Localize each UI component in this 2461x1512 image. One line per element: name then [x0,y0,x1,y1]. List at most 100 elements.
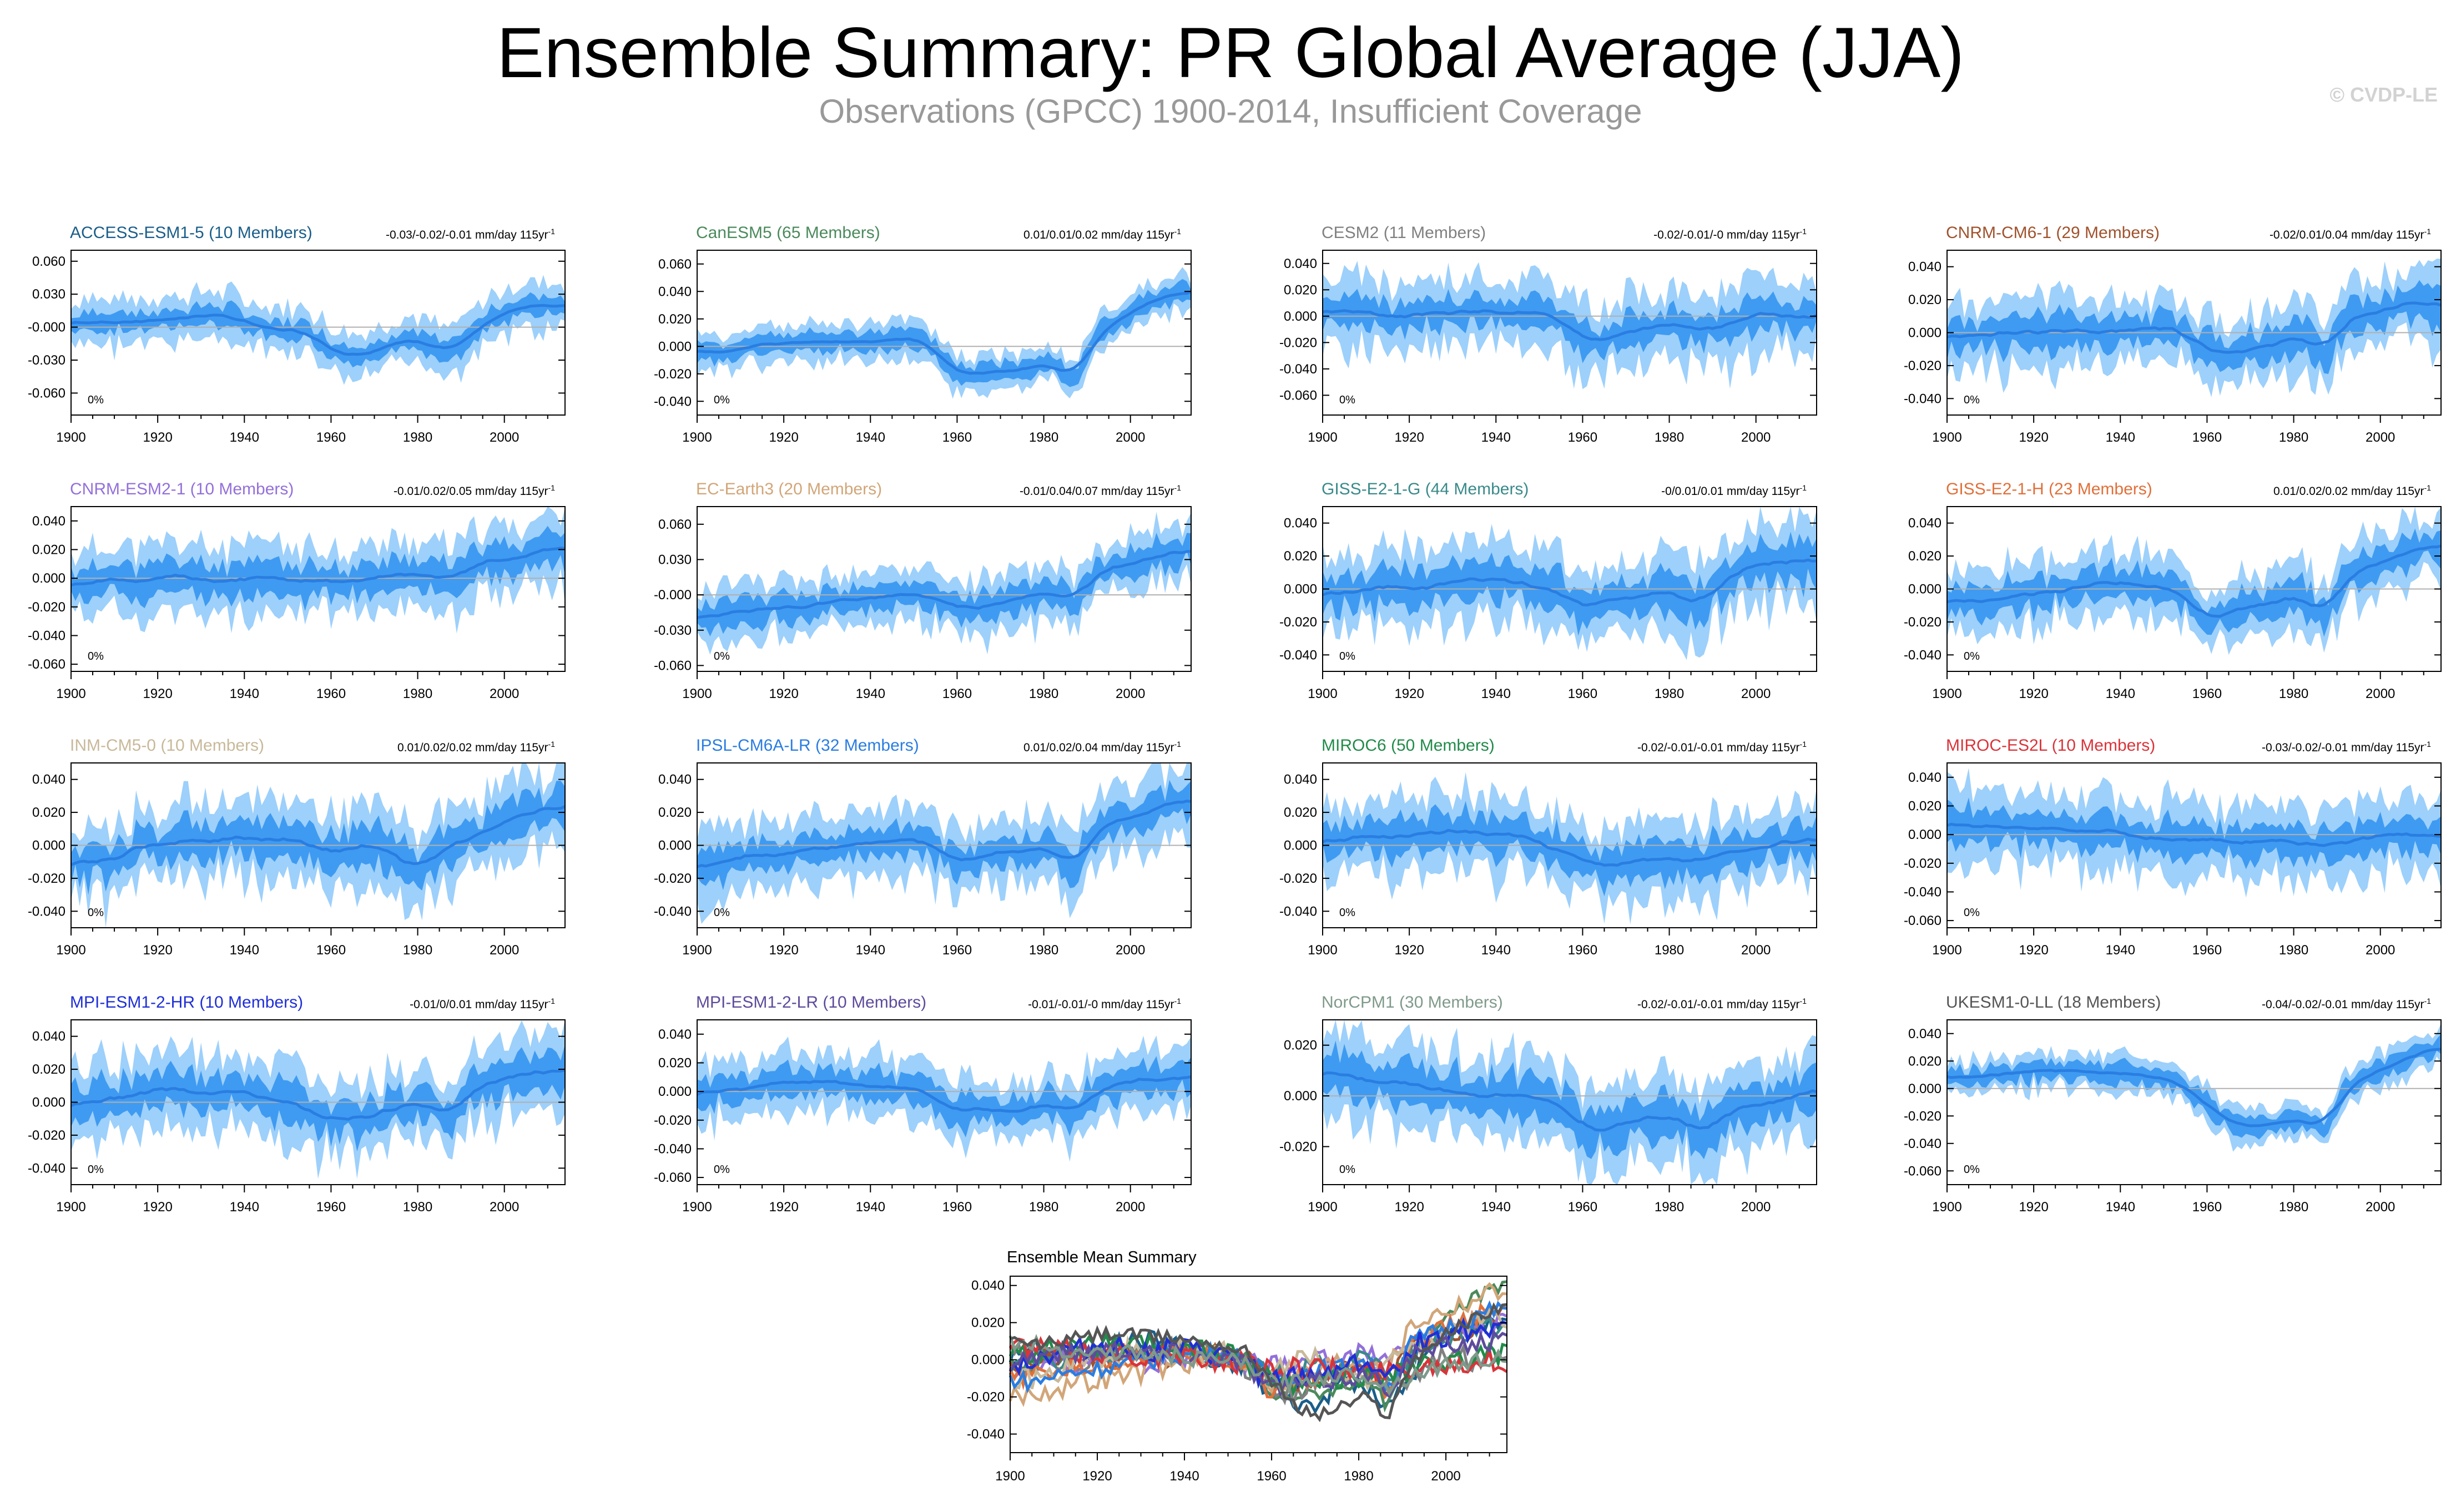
inner-spread-band [1323,532,1817,636]
y-tick-label: 0.040 [1908,770,1941,785]
y-tick-label: 0.020 [1908,549,1941,564]
x-tick-label: 1900 [1308,1200,1337,1215]
x-tick-label: 2000 [2366,943,2395,958]
plot-frame [1946,1019,2442,1185]
x-tick-label: 1920 [2019,686,2048,701]
panel-mpi-esm1-2-hr-10-members: MPI-ESM1-2-HR (10 Members) -0.01/0/0.01 m… [0,993,566,1226]
trend-label: 0.01/0.01/0.02 mm/day 115yr-1 [1023,227,1181,241]
x-tick-label: 2000 [1116,943,1145,958]
x-tick-label: 1940 [2106,943,2135,958]
plot-frame [1322,250,1817,416]
trend-label: 0.01/0.02/0.04 mm/day 115yr-1 [1023,740,1181,754]
inner-spread-band [697,533,1191,636]
inner-spread-band [1947,528,2441,637]
y-tick-label: -0.030 [654,623,692,638]
x-tick-label: 1960 [2192,1200,2222,1215]
ensemble-mean-line [1322,828,1817,867]
ensemble-mean-line [697,290,1192,375]
x-tick-label: 1900 [682,430,712,445]
panel-cnrm-esm2-1-10-members: CNRM-ESM2-1 (10 Members) -0.01/0.02/0.05 … [0,480,566,713]
panel-plot: 0.040 0.020 0.000 -0.020 -0.040 -0.060 1900 192… [1904,1019,2442,1215]
y-tick-label: 0.060 [658,257,692,272]
outer-spread-band [697,763,1191,924]
y-tick-label: 0.040 [1908,260,1941,275]
x-tick-label: 1940 [856,430,885,445]
panel-plot: 0.060 0.040 0.020 0.000 -0.020 -0.040 1900 1920… [654,250,1192,445]
y-tick-label: 0.040 [658,772,692,787]
panel-canesm5-65-members: CanESM5 (65 Members) 0.01/0.01/0.02 mm/da… [626,224,1192,457]
x-tick-label: 1920 [2019,430,2048,445]
y-tick-label: -0.020 [28,1128,65,1143]
x-tick-label: 1980 [2279,686,2308,701]
panel-title: GISS-E2-1-H (23 Members) [1946,480,2152,498]
y-tick-label: 0.040 [32,772,65,787]
x-tick-label: 1980 [1344,1469,1373,1484]
summary-title: Ensemble Mean Summary [1007,1248,1197,1266]
y-tick-label: 0.020 [971,1316,1005,1331]
x-tick-label: 1920 [1394,1200,1424,1215]
x-tick-label: 1960 [2192,686,2222,701]
plot-frame [697,1019,1192,1185]
x-tick-label: 1920 [1082,1469,1112,1484]
y-tick-label: 0.020 [658,1055,692,1070]
x-tick-label: 1940 [2106,686,2135,701]
panel-title: NorCPM1 (30 Members) [1322,993,1503,1012]
x-tick-label: 1900 [995,1469,1025,1484]
coverage-percent-label: 0% [1964,650,1980,663]
trend-label: 0.01/0.02/0.02 mm/day 115yr-1 [397,740,555,754]
ensemble-mean-line [1946,544,2442,618]
x-tick-label: 1940 [1169,1469,1199,1484]
x-tick-label: 1980 [403,943,432,958]
panel-plot: 0.020 0.000 -0.020 1900 1920 1940 1960 1980 2000 [1279,1019,1817,1215]
y-tick-label: -0.060 [1904,1164,1941,1179]
y-tick-label: 0.060 [658,517,692,532]
coverage-percent-label: 0% [88,650,104,663]
outer-spread-band [1323,507,1817,660]
series-line-norcpm1 [1008,1333,1507,1397]
inner-spread-band [697,780,1191,891]
y-tick-label: 0.000 [1908,326,1941,341]
x-tick-label: 1980 [1029,430,1058,445]
y-tick-label: 0.020 [1908,292,1941,307]
y-tick-label: 0.000 [971,1353,1005,1368]
trend-label: -0.02/0.01/0.04 mm/day 115yr-1 [2269,227,2431,241]
x-tick-label: 1980 [2279,943,2308,958]
x-tick-label: 1900 [56,1200,85,1215]
y-tick-label: -0.040 [1904,391,1941,406]
panel-title: GISS-E2-1-G (44 Members) [1322,480,1529,498]
trend-label: -0.02/-0.01/-0.01 mm/day 115yr-1 [1637,997,1807,1011]
inner-spread-band [71,1044,565,1152]
x-tick-label: 1900 [1308,686,1337,701]
x-tick-label: 1920 [143,686,172,701]
y-tick-label: 0.000 [658,339,692,354]
y-tick-label: 0.020 [32,805,65,820]
outer-spread-band [71,507,565,634]
x-tick-label: 1900 [56,943,85,958]
y-tick-label: -0.060 [1279,388,1317,403]
x-tick-label: 1960 [942,686,972,701]
x-tick-label: 1960 [1568,686,1597,701]
y-tick-label: -0.020 [654,871,692,886]
x-tick-label: 1960 [942,943,972,958]
x-tick-label: 1920 [769,943,798,958]
coverage-percent-label: 0% [714,1164,730,1176]
panel-plot: 0.040 0.020 0.000 -0.020 -0.040 1900 1920 1940 1… [654,762,1192,958]
panel-miroc6-50-members: MIROC6 (50 Members) -0.02/-0.01/-0.01 mm/… [1252,736,1817,969]
plot-frame [1010,1276,1507,1453]
inner-spread-band [71,781,565,895]
y-tick-label: -0.040 [1279,362,1317,377]
plot-frame [70,250,566,416]
panel-giss-e2-1-g-44-members: GISS-E2-1-G (44 Members) -0/0.01/0.01 mm/… [1252,480,1817,713]
coverage-percent-label: 0% [88,907,104,919]
y-tick-label: 0.020 [658,312,692,327]
x-tick-label: 1960 [2192,430,2222,445]
coverage-percent-label: 0% [1964,394,1980,406]
x-tick-label: 2000 [2366,1200,2395,1215]
x-tick-label: 1940 [2106,430,2135,445]
x-tick-label: 1900 [1932,943,1961,958]
x-tick-label: 1920 [2019,1200,2048,1215]
x-tick-label: 1960 [316,1200,346,1215]
x-tick-label: 1920 [769,1200,798,1215]
plot-frame [697,250,1192,416]
x-tick-label: 2000 [490,430,519,445]
